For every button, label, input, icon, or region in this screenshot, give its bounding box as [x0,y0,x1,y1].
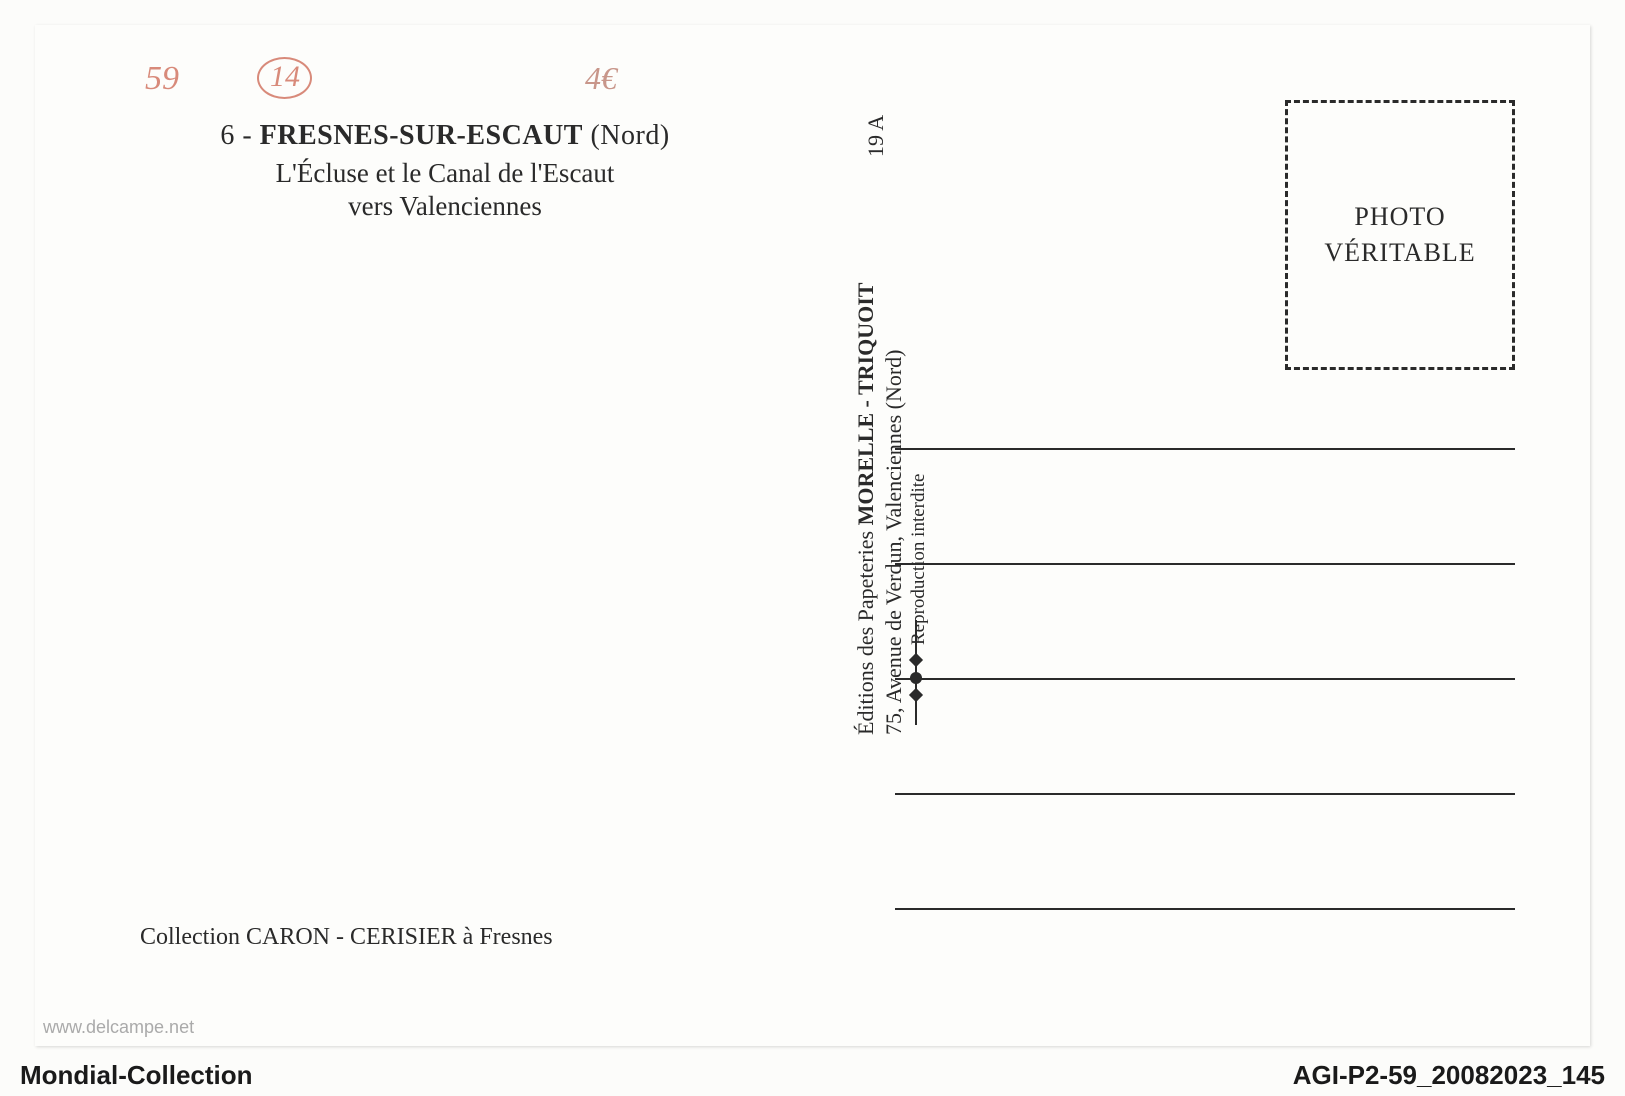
collection-prefix: Collection [140,924,246,950]
stamp-text: PHOTO VÉRITABLE [1324,199,1475,272]
address-line [895,795,1515,910]
editor-code: 19 A [863,115,889,157]
stamp-line-1: PHOTO [1354,202,1445,231]
editor-prefix: Éditions des Papeteries [853,525,878,735]
footer-left: Mondial-Collection [20,1060,253,1091]
handwritten-number-circled: 14 [270,60,300,94]
collection-suffix: à Fresnes [457,924,553,950]
title-line-3: vers Valenciennes [125,191,765,222]
postcard-back: 59 14 4€ 6 - FRESNES-SUR-ESCAUT (Nord) L… [35,25,1590,1046]
footer-right: AGI-P2-59_20082023_145 [1293,1060,1605,1091]
region-name: (Nord) [590,120,669,151]
stamp-placeholder: PHOTO VÉRITABLE [1285,100,1515,370]
address-lines-block [895,420,1515,910]
editor-name: MORELLE - TRIQUOIT [853,283,878,526]
address-line [895,680,1515,795]
postcard-title-block: 6 - FRESNES-SUR-ESCAUT (Nord) L'Écluse e… [125,120,765,222]
watermark: www.delcampe.net [43,1017,194,1038]
title-separator: - [235,120,260,151]
page-footer: Mondial-Collection AGI-P2-59_20082023_14… [0,1060,1625,1091]
address-line [895,420,1515,450]
card-number: 6 [220,120,235,151]
address-line [895,565,1515,680]
collection-credit: Collection CARON - CERISIER à Fresnes [140,924,553,951]
title-line-2: L'Écluse et le Canal de l'Escaut [125,158,765,189]
title-line-1: 6 - FRESNES-SUR-ESCAUT (Nord) [125,120,765,152]
handwritten-number-left: 59 [145,60,179,98]
collection-name: CARON - CERISIER [246,924,457,950]
stamp-line-2: VÉRITABLE [1324,238,1475,267]
handwritten-price: 4€ [585,60,617,97]
location-name: FRESNES-SUR-ESCAUT [260,120,583,151]
editor-line-1: Éditions des Papeteries MORELLE - TRIQUO… [853,283,879,735]
address-line [895,450,1515,565]
